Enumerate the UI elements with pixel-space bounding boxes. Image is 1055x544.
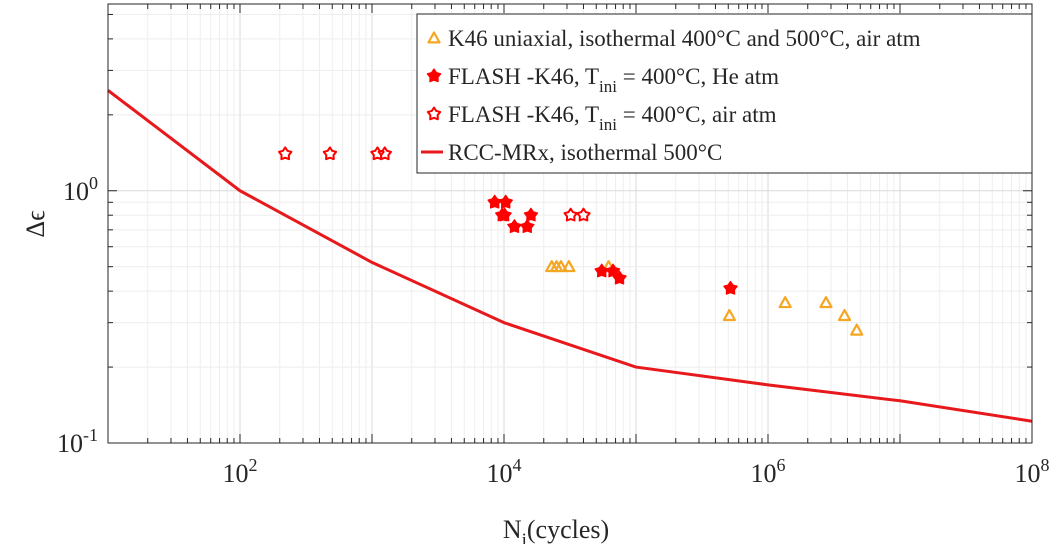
x-tick-label: 108 (1015, 455, 1050, 488)
legend-text-rcc: RCC-MRx, isothermal 500°C (448, 140, 722, 165)
data-series (107, 89, 1033, 423)
data-point-series-1 (498, 194, 513, 209)
legend-swatches (421, 31, 443, 154)
data-point-series-0 (837, 308, 852, 322)
data-point-series-1 (507, 219, 522, 233)
legend-swatch-marker (427, 31, 441, 44)
y-tick-label: 100 (63, 173, 98, 206)
data-point-series-1 (723, 280, 738, 295)
data-point-series-2 (377, 146, 392, 161)
series-line-rcc-mrx (107, 89, 1033, 423)
legend-swatch-marker (426, 106, 442, 121)
data-point-series-1 (612, 270, 627, 285)
legend-text-flash-he: FLASH -K46, Tini = 400°C, He atm (448, 64, 779, 96)
legend-swatch-marker (426, 68, 442, 83)
data-point-series-0 (722, 308, 736, 322)
plot-frame (107, 3, 1033, 444)
x-axis-label: Ni(cycles) (503, 515, 609, 544)
data-point-series-2 (278, 146, 293, 161)
data-point-series-1 (519, 219, 535, 233)
legend: K46 uniaxial, isothermal 400°C and 500°C… (416, 13, 1033, 174)
y-axis-label: Δϵ (21, 210, 50, 237)
axis-ticks: 102 104 106 108 10-1 100 (57, 4, 1050, 488)
legend-text-flash-air: FLASH -K46, Tini = 400°C, air atm (448, 102, 777, 134)
data-point-series-1 (605, 263, 621, 278)
x-tick-label: 106 (751, 455, 786, 488)
data-point-series-0 (778, 296, 792, 309)
x-tick-label: 102 (223, 455, 258, 488)
data-point-series-1 (497, 207, 512, 222)
data-point-series-2 (576, 207, 591, 222)
legend-text-k46: K46 uniaxial, isothermal 400°C and 500°C… (448, 26, 921, 51)
data-point-series-1 (523, 207, 539, 222)
data-point-series-0 (819, 296, 833, 309)
data-point-series-0 (554, 260, 568, 273)
data-point-series-0 (850, 323, 864, 336)
x-tick-label: 104 (487, 455, 522, 488)
y-tick-label: 10-1 (57, 425, 98, 458)
data-point-series-0 (562, 260, 576, 273)
data-point-series-2 (563, 207, 578, 222)
legend-box (416, 13, 1033, 174)
data-point-series-2 (322, 146, 338, 161)
